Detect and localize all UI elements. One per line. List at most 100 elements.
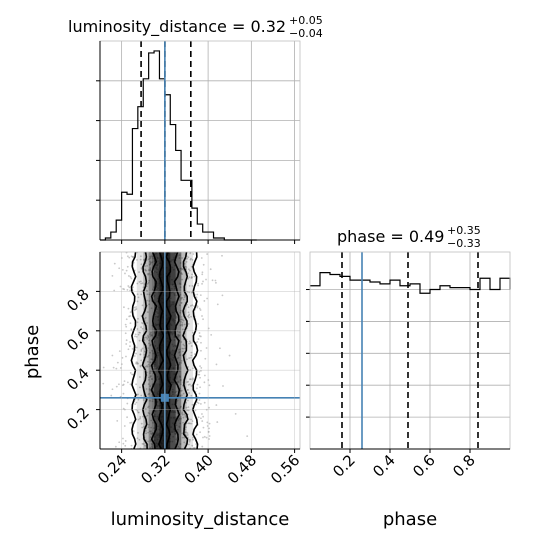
scatter-point — [149, 440, 152, 442]
density-cell — [163, 252, 170, 269]
scatter-point — [184, 431, 187, 434]
scatter-point — [193, 446, 196, 449]
scatter-point — [123, 425, 126, 427]
scatter-point — [148, 339, 150, 342]
scatter-point — [124, 272, 126, 275]
scatter-point — [151, 432, 154, 434]
scatter-point — [152, 421, 154, 424]
scatter-point — [157, 312, 159, 315]
scatter-point — [129, 372, 132, 374]
scatter-point — [141, 304, 144, 307]
scatter-point — [149, 389, 152, 392]
scatter-point — [172, 356, 175, 359]
scatter-point — [203, 381, 206, 384]
scatter-point — [156, 284, 159, 287]
scatter-point — [170, 324, 173, 326]
scatter-point — [195, 296, 198, 299]
scatter-point — [102, 382, 105, 385]
scatter-point — [198, 332, 201, 334]
scatter-point — [187, 399, 189, 402]
scatter-point — [173, 292, 176, 295]
scatter-point — [199, 365, 201, 368]
y-tick-label-phase: 0.8 — [63, 286, 93, 316]
scatter-point — [140, 422, 143, 425]
scatter-point — [178, 334, 180, 337]
scatter-point — [192, 438, 194, 441]
scatter-point — [126, 265, 129, 268]
scatter-point — [152, 352, 155, 355]
scatter-point — [180, 341, 183, 343]
scatter-point — [118, 350, 121, 353]
scatter-point — [132, 255, 134, 258]
scatter-point — [171, 353, 173, 356]
phase-histogram-panel — [306, 251, 511, 453]
scatter-point — [178, 351, 181, 354]
scatter-point — [121, 356, 124, 359]
scatter-point — [171, 333, 174, 336]
scatter-point — [195, 433, 198, 436]
scatter-point — [177, 419, 180, 422]
scatter-point — [178, 304, 181, 307]
scatter-point — [118, 383, 120, 386]
scatter-point — [228, 354, 231, 357]
density-cell — [157, 301, 164, 318]
scatter-point — [123, 288, 126, 291]
scatter-point — [149, 436, 152, 439]
scatter-point — [190, 265, 193, 268]
scatter-point — [147, 426, 150, 429]
scatter-point — [177, 356, 180, 359]
density-cell — [175, 268, 182, 285]
scatter-point — [175, 394, 178, 397]
scatter-point — [155, 267, 158, 269]
scatter-point — [182, 392, 185, 395]
scatter-point — [219, 347, 221, 350]
scatter-point — [198, 335, 201, 337]
scatter-point — [118, 267, 121, 270]
density-cell — [169, 416, 176, 433]
scatter-point — [187, 380, 190, 383]
scatter-point — [146, 338, 149, 340]
scatter-point — [151, 400, 154, 403]
scatter-point — [179, 311, 182, 314]
scatter-point — [146, 299, 148, 302]
density-cell — [151, 268, 158, 285]
scatter-point — [151, 261, 154, 264]
scatter-point — [156, 392, 159, 394]
density-cell — [151, 284, 158, 302]
scatter-point — [199, 294, 202, 297]
scatter-point — [192, 436, 194, 439]
scatter-point — [185, 266, 188, 269]
scatter-point — [137, 431, 139, 434]
scatter-point — [154, 363, 156, 366]
scatter-point — [136, 362, 139, 365]
scatter-point — [179, 324, 182, 327]
scatter-point — [129, 383, 132, 386]
scatter-point — [144, 316, 147, 319]
scatter-point — [190, 385, 193, 387]
scatter-point — [175, 364, 177, 367]
density-cell — [163, 334, 170, 351]
scatter-point — [157, 354, 159, 357]
scatter-point — [129, 421, 132, 424]
scatter-point — [139, 255, 142, 258]
scatter-point — [216, 421, 219, 423]
scatter-point — [190, 351, 193, 354]
scatter-point — [185, 434, 188, 437]
scatter-point — [147, 440, 149, 443]
scatter-point — [147, 273, 149, 276]
scatter-point — [128, 286, 131, 289]
scatter-point — [153, 413, 156, 416]
scatter-point — [151, 255, 154, 258]
scatter-point — [172, 345, 175, 348]
scatter-point — [150, 334, 153, 336]
scatter-point — [149, 361, 152, 364]
scatter-point — [129, 276, 132, 278]
scatter-point — [113, 262, 116, 265]
scatter-point — [179, 443, 182, 445]
scatter-point — [147, 423, 150, 426]
scatter-point — [154, 315, 157, 318]
scatter-point — [202, 415, 205, 418]
scatter-point — [149, 447, 152, 449]
scatter-point — [188, 383, 191, 386]
scatter-point — [187, 256, 190, 259]
